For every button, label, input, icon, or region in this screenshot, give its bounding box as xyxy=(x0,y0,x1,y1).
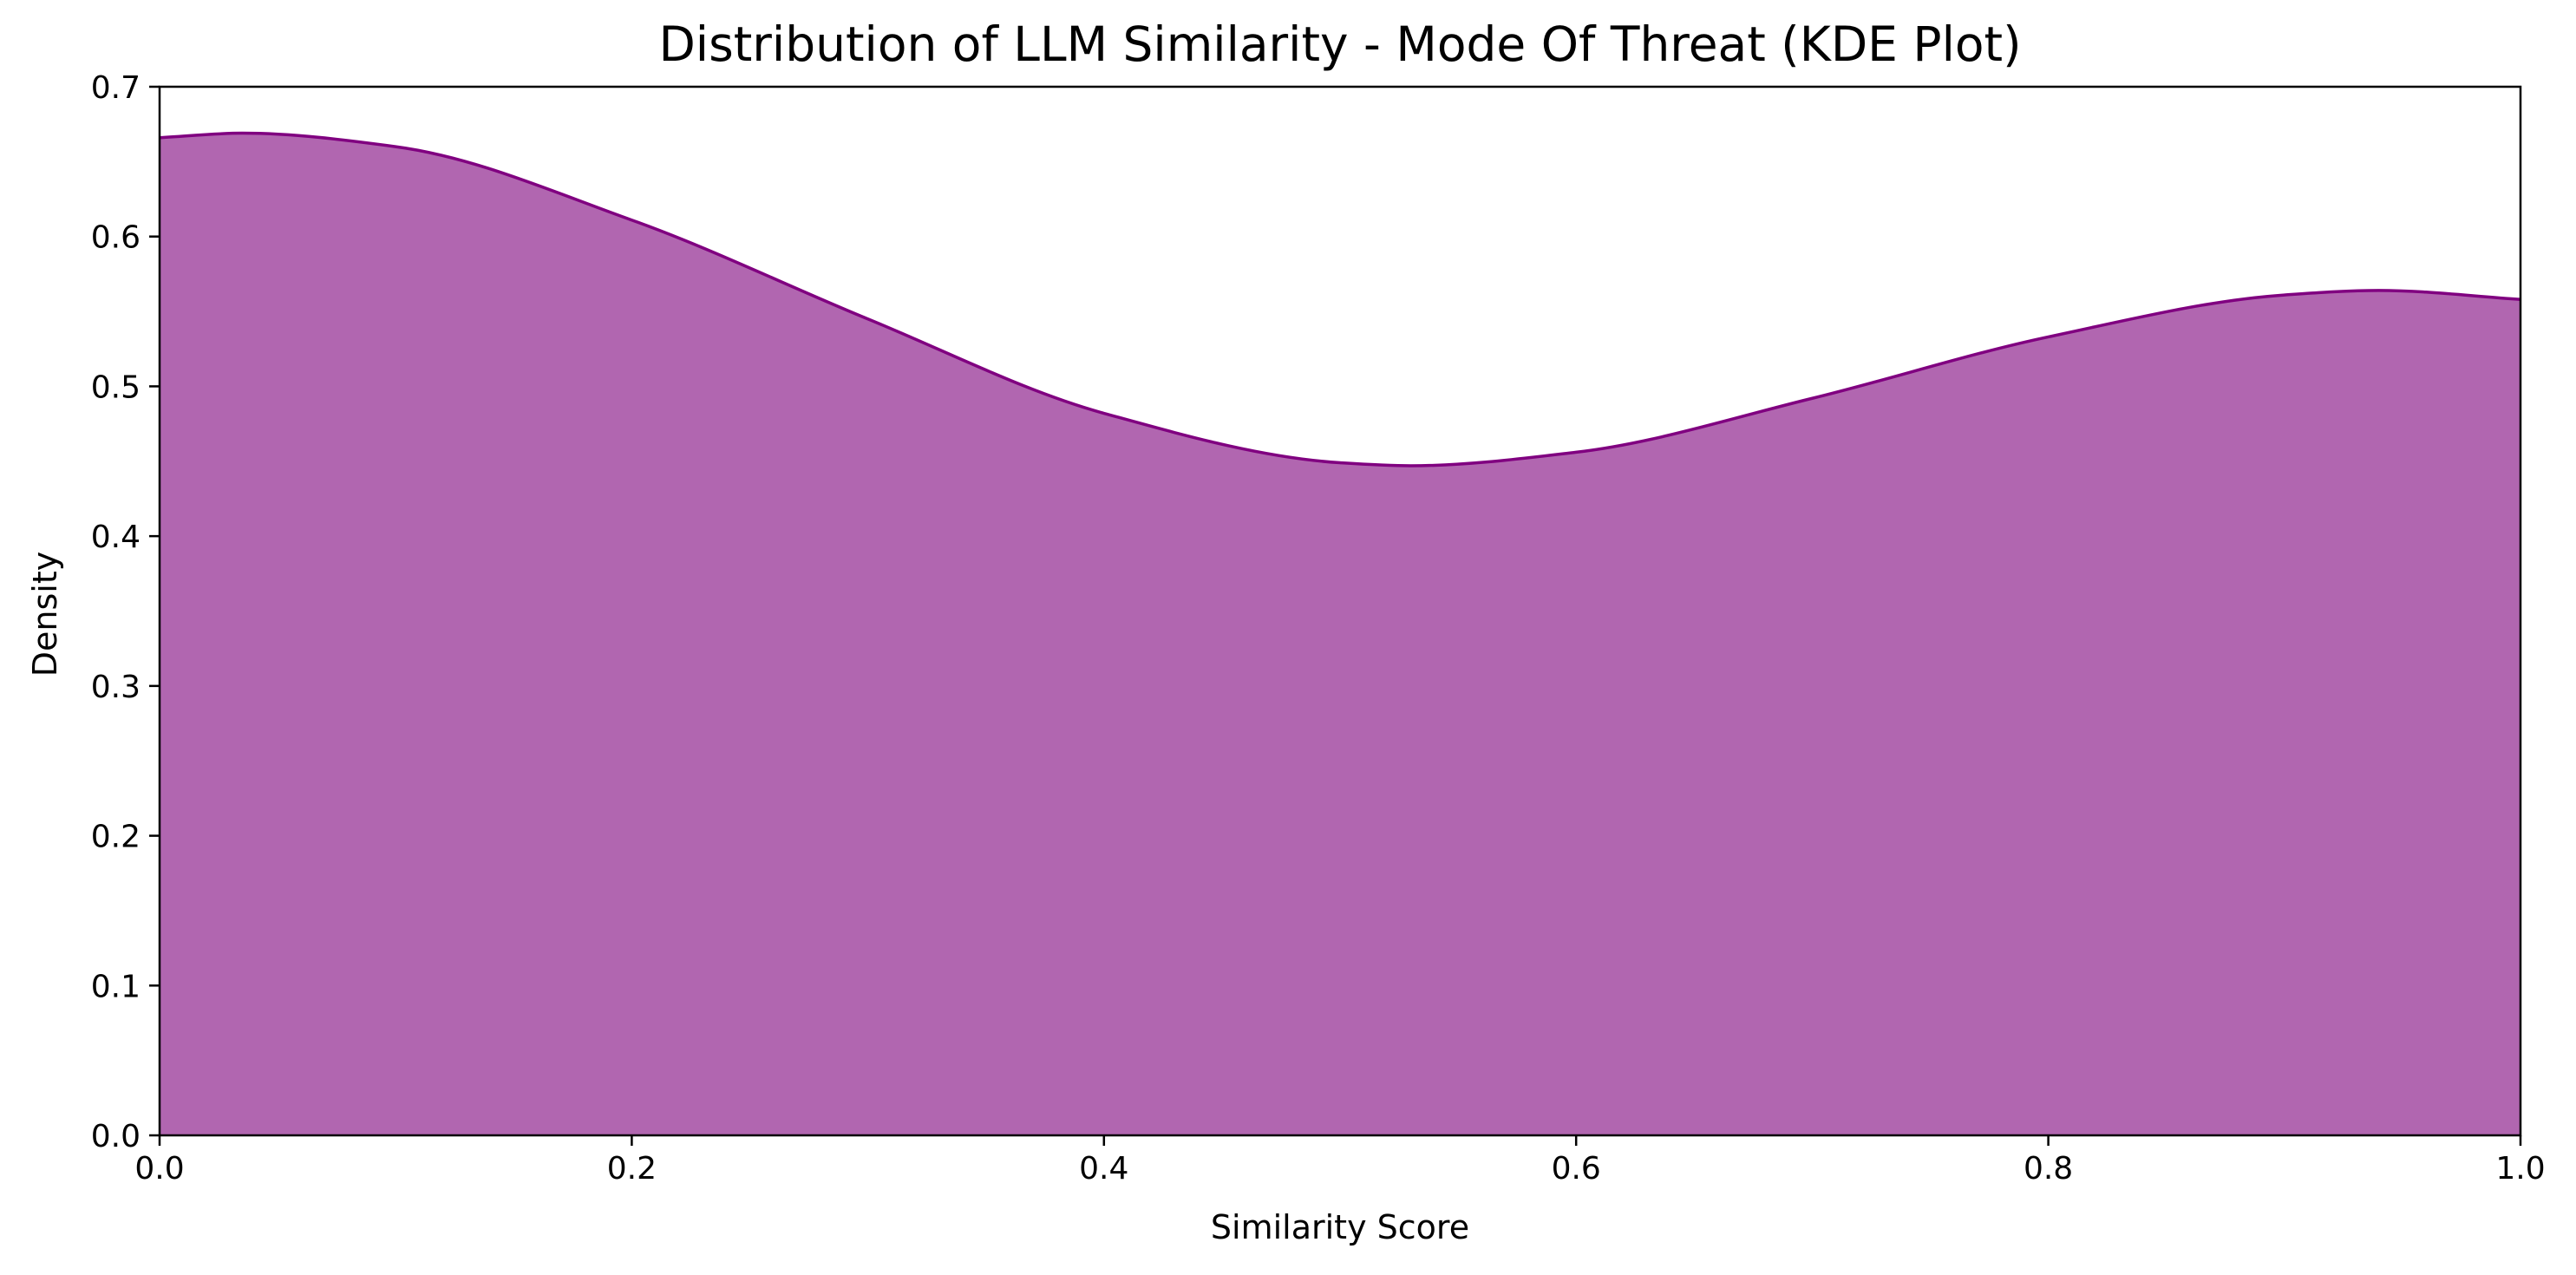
x-tick-label: 0.6 xyxy=(1552,1151,1601,1187)
x-axis-ticks: 0.0 0.2 0.4 0.6 0.8 1.0 xyxy=(134,1135,2546,1187)
y-tick-label: 0.4 xyxy=(91,520,141,555)
y-tick-label: 0.0 xyxy=(91,1119,141,1154)
y-tick-label: 0.2 xyxy=(91,820,141,855)
plot-area xyxy=(158,85,2522,1137)
x-axis-label: Similarity Score xyxy=(1211,1208,1469,1246)
y-axis-label: Density xyxy=(26,552,64,677)
x-tick-label: 0.0 xyxy=(134,1151,184,1187)
y-tick-label: 0.7 xyxy=(91,70,141,106)
y-tick-label: 0.6 xyxy=(91,220,141,256)
x-tick-label: 0.4 xyxy=(1079,1151,1128,1187)
y-tick-label: 0.1 xyxy=(91,969,141,1004)
x-tick-label: 1.0 xyxy=(2495,1151,2545,1187)
x-tick-label: 0.2 xyxy=(607,1151,657,1187)
kde-area xyxy=(160,133,2520,1135)
chart-title: Distribution of LLM Similarity - Mode Of… xyxy=(658,16,2021,72)
kde-line xyxy=(159,131,2521,468)
plot-frame xyxy=(158,85,2522,1137)
x-tick-label: 0.8 xyxy=(2024,1151,2073,1187)
y-axis-ticks: 0.0 0.1 0.2 0.3 0.4 0.5 0.6 0.7 xyxy=(91,70,160,1154)
y-tick-label: 0.5 xyxy=(91,369,141,405)
y-tick-label: 0.3 xyxy=(91,670,141,705)
